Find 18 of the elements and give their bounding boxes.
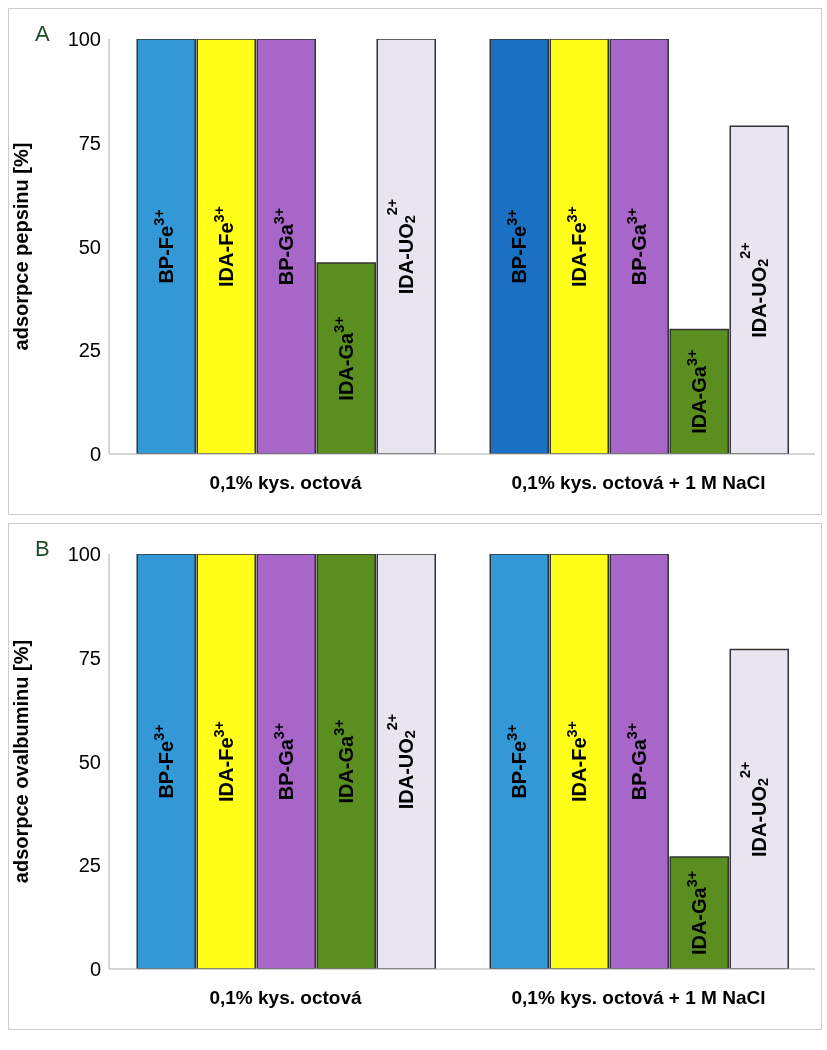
y-tick-label: 75 xyxy=(78,646,101,669)
chart-title: A xyxy=(35,21,50,47)
y-tick-label: 50 xyxy=(78,750,101,773)
y-tick-label: 75 xyxy=(78,131,101,154)
chart-title: B xyxy=(35,536,50,562)
y-axis-title: adsorpce ovalbuminu [%] xyxy=(10,639,33,884)
y-tick-label: 50 xyxy=(78,235,101,258)
x-tick-label: 0,1% kys. octová + 1 M NaCl xyxy=(511,987,766,1009)
y-tick-label: 0 xyxy=(89,958,101,981)
x-tick-label: 0,1% kys. octová xyxy=(209,472,362,494)
y-tick-label: 100 xyxy=(67,543,101,566)
y-axis-title: adsorpce pepsinu [%] xyxy=(10,142,33,351)
y-tick-label: 25 xyxy=(78,854,101,877)
y-tick-label: 25 xyxy=(78,339,101,362)
y-tick-label: 0 xyxy=(89,443,101,466)
y-tick-label: 100 xyxy=(67,28,101,51)
x-tick-label: 0,1% kys. octová xyxy=(209,987,362,1009)
x-tick-label: 0,1% kys. octová + 1 M NaCl xyxy=(511,472,766,494)
